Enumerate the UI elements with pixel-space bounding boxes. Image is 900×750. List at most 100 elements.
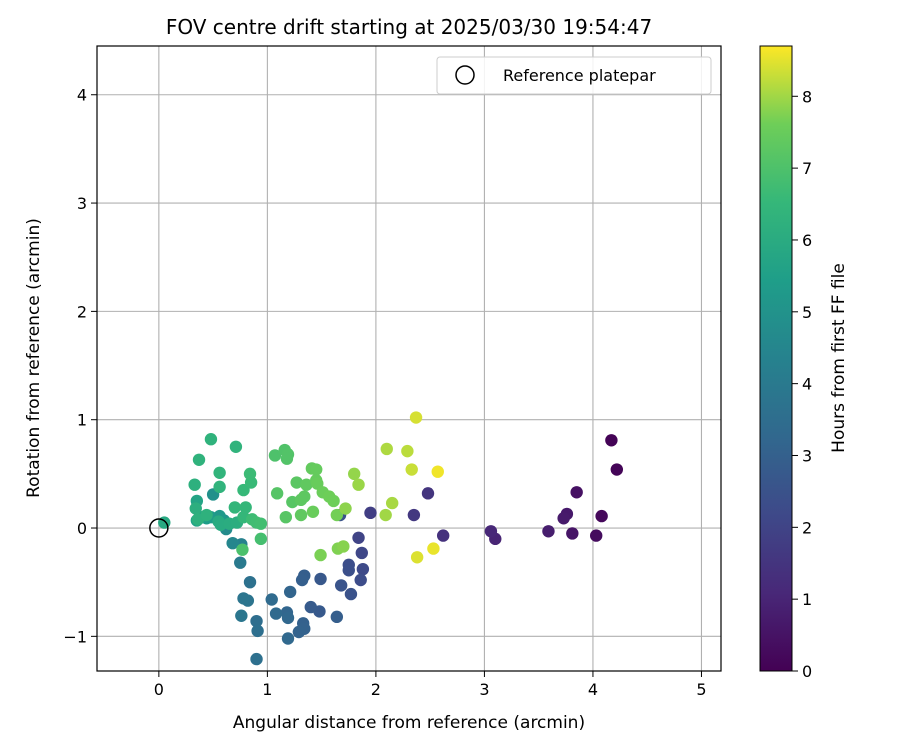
data-point <box>226 536 239 550</box>
data-point <box>189 502 202 515</box>
colorbar-tick-label: 4 <box>802 375 812 394</box>
data-point <box>410 551 424 564</box>
data-point <box>158 516 171 529</box>
data-point <box>427 542 440 555</box>
data-point <box>250 614 263 628</box>
data-point <box>188 478 201 491</box>
y-axis-label: Rotation from reference (arcmin) <box>24 218 44 498</box>
y-axis-ticks: −1 0 1 2 3 4 <box>63 86 97 646</box>
colorbar-label: Hours from first FF file <box>829 263 849 453</box>
data-point <box>557 512 570 525</box>
colorbar-tick-label: 1 <box>802 590 812 609</box>
data-point <box>385 496 399 510</box>
data-point <box>270 487 284 500</box>
data-point <box>379 508 392 522</box>
y-tick-label: 1 <box>77 411 87 430</box>
data-point <box>330 508 344 522</box>
colorbar-ticks: 0 1 2 3 4 5 6 7 8 <box>792 87 812 681</box>
data-point <box>213 480 226 494</box>
data-point <box>542 525 555 538</box>
data-point <box>268 449 282 462</box>
data-point <box>595 509 608 523</box>
data-point <box>281 611 295 625</box>
colorbar-tick-label: 6 <box>802 231 812 250</box>
data-point <box>294 508 308 522</box>
colorbar-tick-label: 5 <box>802 303 812 322</box>
data-point <box>590 529 603 542</box>
colorbar-tick-label: 3 <box>802 446 812 465</box>
colorbar: 0 1 2 3 4 5 6 7 8 Hours from first FF file <box>759 45 849 681</box>
legend-box <box>436 56 712 95</box>
data-point <box>364 506 377 520</box>
chart-title: FOV centre drift starting at 2025/03/30 … <box>166 15 652 39</box>
y-tick-label: 3 <box>77 194 87 213</box>
data-point <box>251 624 264 638</box>
data-point <box>265 593 278 606</box>
x-tick-label: 0 <box>154 680 164 699</box>
data-point <box>570 486 583 499</box>
data-point <box>300 478 313 491</box>
data-point <box>237 483 250 497</box>
legend-entry-label: Reference platepar <box>503 66 656 85</box>
data-point <box>405 463 418 476</box>
data-point <box>431 465 444 478</box>
colorbar-tick-label: 7 <box>802 159 812 178</box>
data-point <box>407 508 421 522</box>
legend: Reference platepar <box>436 56 712 95</box>
data-point <box>234 556 247 569</box>
data-point <box>228 501 242 514</box>
data-point <box>237 592 250 605</box>
colorbar-tick-label: 2 <box>802 518 812 537</box>
legend-marker <box>455 65 475 85</box>
x-tick-label: 2 <box>371 680 381 699</box>
x-axis-label: Angular distance from reference (arcmin) <box>233 713 585 733</box>
data-point <box>354 573 367 587</box>
data-point <box>327 494 340 508</box>
colorbar-gradient <box>759 45 793 672</box>
data-point <box>401 444 414 458</box>
data-point <box>436 529 450 542</box>
data-point <box>409 411 423 424</box>
data-point <box>250 652 263 666</box>
data-point <box>610 463 624 476</box>
data-point <box>239 501 252 514</box>
x-tick-label: 1 <box>262 680 272 699</box>
y-tick-label: −1 <box>63 627 87 646</box>
data-point <box>292 625 306 639</box>
data-point <box>566 527 579 540</box>
data-point <box>337 540 350 553</box>
data-point <box>304 600 317 614</box>
data-point <box>334 579 348 592</box>
data-point <box>306 505 320 518</box>
x-tick-label: 4 <box>588 680 598 699</box>
data-point <box>295 573 309 587</box>
data-point <box>243 575 257 589</box>
data-point <box>229 440 243 453</box>
data-point <box>484 525 498 538</box>
data-point <box>290 476 303 489</box>
colorbar-tick-label: 0 <box>802 662 812 681</box>
y-tick-label: 0 <box>77 519 87 538</box>
y-tick-label: 2 <box>77 302 87 321</box>
data-point <box>605 434 618 447</box>
data-point <box>235 609 248 622</box>
plot-frame <box>96 45 722 672</box>
data-point <box>380 442 393 456</box>
data-point <box>421 487 435 500</box>
data-point <box>314 548 327 562</box>
data-point <box>298 490 311 503</box>
data-point <box>283 585 297 599</box>
x-tick-label: 5 <box>696 680 706 699</box>
data-point <box>356 562 370 576</box>
data-point <box>200 508 213 522</box>
data-point <box>342 564 355 577</box>
data-point <box>330 610 344 624</box>
data-point <box>344 587 358 601</box>
colorbar-tick-label: 8 <box>802 87 812 106</box>
y-tick-label: 4 <box>77 86 87 105</box>
data-point <box>269 607 283 620</box>
data-point <box>314 572 327 586</box>
data-point <box>236 543 249 556</box>
